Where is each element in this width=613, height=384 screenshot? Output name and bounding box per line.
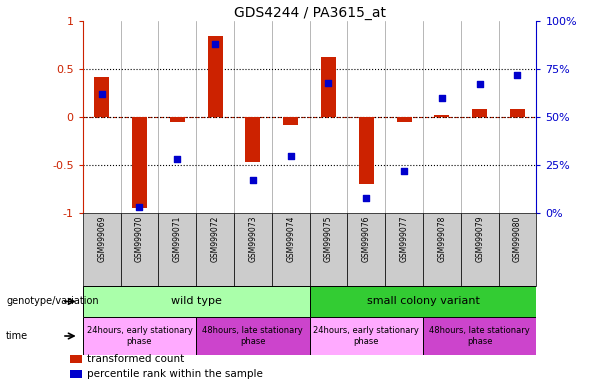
Text: 48hours, late stationary
phase: 48hours, late stationary phase — [202, 326, 303, 346]
Bar — [234, 213, 272, 286]
Bar — [397, 117, 412, 122]
Bar — [83, 317, 196, 355]
Bar — [207, 36, 223, 117]
Bar — [283, 117, 299, 125]
Text: percentile rank within the sample: percentile rank within the sample — [87, 369, 263, 379]
Point — [286, 152, 295, 159]
Bar — [423, 213, 461, 286]
Point — [97, 91, 107, 97]
Text: time: time — [6, 331, 28, 341]
Bar — [245, 117, 261, 162]
Bar — [321, 56, 336, 117]
Text: GSM999076: GSM999076 — [362, 215, 371, 262]
Bar — [70, 355, 82, 363]
Point — [475, 81, 485, 88]
Point — [210, 41, 220, 47]
Bar — [359, 117, 374, 184]
Point — [437, 95, 447, 101]
Bar — [83, 213, 121, 286]
Text: GSM999080: GSM999080 — [513, 215, 522, 262]
Text: transformed count: transformed count — [87, 354, 184, 364]
Bar — [272, 213, 310, 286]
Bar — [196, 317, 310, 355]
Bar — [385, 213, 423, 286]
Text: 48hours, late stationary
phase: 48hours, late stationary phase — [429, 326, 530, 346]
Point — [361, 195, 371, 201]
Bar — [70, 370, 82, 378]
Bar — [498, 213, 536, 286]
Bar — [461, 213, 498, 286]
Bar — [170, 117, 185, 122]
Bar — [348, 213, 385, 286]
Point — [324, 79, 333, 86]
Text: 24hours, early stationary
phase: 24hours, early stationary phase — [86, 326, 192, 346]
Bar — [94, 77, 109, 117]
Text: small colony variant: small colony variant — [367, 296, 479, 306]
Point — [134, 204, 145, 210]
Point — [399, 168, 409, 174]
Point — [248, 177, 257, 184]
Text: GSM999071: GSM999071 — [173, 215, 182, 262]
Text: GSM999070: GSM999070 — [135, 215, 144, 262]
Title: GDS4244 / PA3615_at: GDS4244 / PA3615_at — [234, 6, 386, 20]
Bar — [310, 286, 536, 317]
Bar — [158, 213, 196, 286]
Text: wild type: wild type — [171, 296, 221, 306]
Bar — [310, 317, 423, 355]
Bar — [510, 109, 525, 117]
Text: GSM999073: GSM999073 — [248, 215, 257, 262]
Text: GSM999078: GSM999078 — [437, 215, 446, 262]
Text: GSM999075: GSM999075 — [324, 215, 333, 262]
Bar — [310, 213, 348, 286]
Text: 24hours, early stationary
phase: 24hours, early stationary phase — [313, 326, 419, 346]
Text: genotype/variation: genotype/variation — [6, 296, 99, 306]
Bar — [196, 213, 234, 286]
Bar — [132, 117, 147, 208]
Bar — [472, 109, 487, 117]
Bar — [434, 115, 449, 117]
Text: GSM999079: GSM999079 — [475, 215, 484, 262]
Text: GSM999072: GSM999072 — [210, 215, 219, 262]
Bar — [423, 317, 536, 355]
Point — [512, 72, 522, 78]
Text: GSM999074: GSM999074 — [286, 215, 295, 262]
Bar — [83, 286, 310, 317]
Bar — [121, 213, 158, 286]
Point — [172, 156, 182, 162]
Text: GSM999069: GSM999069 — [97, 215, 106, 262]
Text: GSM999077: GSM999077 — [400, 215, 409, 262]
